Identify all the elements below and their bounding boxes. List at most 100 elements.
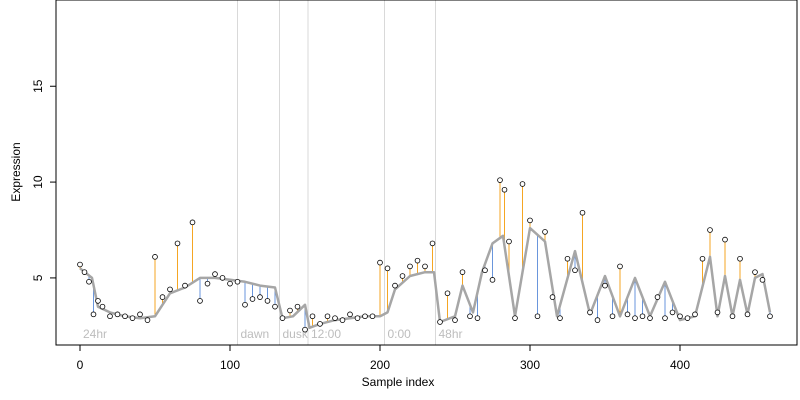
- observed-point: [729, 313, 736, 320]
- observed-point: [714, 309, 721, 316]
- observed-point: [414, 257, 421, 264]
- observed-point: [501, 186, 508, 193]
- x-tick-label: 400: [670, 358, 690, 372]
- observed-point: [90, 311, 97, 318]
- observed-point: [444, 290, 451, 297]
- observed-point: [519, 181, 526, 187]
- observed-point: [137, 311, 143, 318]
- observed-point: [564, 255, 571, 262]
- region-label: 48hr: [439, 327, 463, 341]
- observed-point: [369, 313, 376, 320]
- observed-point: [234, 278, 241, 285]
- observed-point: [767, 313, 773, 320]
- observed-point: [752, 269, 758, 275]
- observed-point: [557, 315, 563, 321]
- observed-point: [249, 296, 256, 302]
- observed-point: [77, 261, 83, 268]
- fitted-line: [79, 226, 772, 330]
- observed-point: [107, 313, 113, 320]
- observed-point: [497, 177, 503, 183]
- y-tick-label: 15: [31, 79, 45, 93]
- observed-point: [189, 219, 196, 226]
- observed-point: [639, 313, 646, 320]
- observed-point: [506, 238, 512, 245]
- observed-point: [204, 280, 211, 287]
- x-tick-label: 200: [370, 358, 390, 372]
- observed-point: [144, 317, 151, 323]
- observed-point: [624, 311, 631, 318]
- observed-point: [227, 280, 233, 287]
- observed-point: [152, 254, 158, 260]
- observed-point: [197, 298, 203, 304]
- observed-point: [722, 236, 728, 243]
- observed-point: [459, 269, 466, 275]
- observed-point: [527, 217, 533, 224]
- observed-point: [122, 313, 128, 320]
- observed-point: [159, 294, 166, 300]
- observed-points: [77, 177, 773, 333]
- observed-point: [609, 313, 616, 320]
- region-label: dawn: [241, 327, 270, 341]
- observed-point: [744, 311, 751, 318]
- observed-point: [482, 267, 488, 274]
- observed-point: [542, 229, 548, 235]
- observed-point: [347, 311, 353, 318]
- observed-point: [95, 298, 101, 304]
- region-label: 24hr: [83, 327, 107, 341]
- observed-point: [572, 267, 578, 274]
- observed-point: [212, 271, 218, 277]
- x-axis: 0 100 200 300 400: [77, 344, 690, 372]
- observed-point: [684, 315, 691, 321]
- observed-point: [699, 255, 706, 262]
- observed-point: [354, 315, 361, 321]
- observed-point: [489, 277, 496, 283]
- observed-point: [302, 326, 308, 333]
- region-label: dusk: [283, 327, 309, 341]
- observed-point: [99, 303, 106, 310]
- observed-point: [399, 273, 406, 279]
- observed-point: [587, 309, 593, 316]
- observed-point: [174, 240, 181, 247]
- region-label: 0:00: [388, 327, 412, 341]
- observed-point: [422, 263, 428, 270]
- observed-point: [467, 313, 473, 320]
- observed-point: [429, 240, 436, 247]
- observed-point: [309, 313, 316, 320]
- region-label: 12:00: [311, 327, 341, 341]
- observed-point: [279, 315, 286, 321]
- observed-point: [272, 303, 278, 310]
- observed-point: [662, 315, 668, 321]
- observed-point: [647, 315, 653, 321]
- observed-point: [114, 311, 121, 318]
- observed-point: [362, 313, 368, 320]
- observed-point: [452, 317, 458, 323]
- observed-point: [759, 277, 766, 283]
- observed-point: [242, 301, 248, 308]
- observed-point: [167, 286, 173, 293]
- observed-point: [219, 275, 226, 281]
- observed-point: [677, 313, 683, 320]
- observed-point: [534, 313, 541, 320]
- observed-point: [129, 315, 136, 321]
- observed-point: [182, 282, 188, 289]
- observed-point: [287, 307, 293, 314]
- observed-point: [617, 263, 623, 270]
- y-tick-label: 10: [31, 175, 45, 189]
- y-tick-label: 5: [31, 274, 45, 281]
- observed-point: [512, 315, 518, 321]
- observed-point: [602, 282, 608, 289]
- observed-point: [707, 227, 713, 233]
- observed-point: [549, 294, 556, 300]
- observed-point: [392, 282, 398, 289]
- observed-point: [377, 259, 383, 266]
- observed-point: [632, 315, 638, 321]
- residual-segments: [79, 180, 771, 330]
- observed-point: [332, 315, 338, 321]
- observed-point: [692, 311, 698, 318]
- observed-point: [437, 319, 443, 325]
- observed-point: [81, 269, 88, 275]
- observed-point: [294, 303, 301, 310]
- x-axis-title: Sample index: [362, 375, 435, 389]
- observed-point: [669, 309, 676, 316]
